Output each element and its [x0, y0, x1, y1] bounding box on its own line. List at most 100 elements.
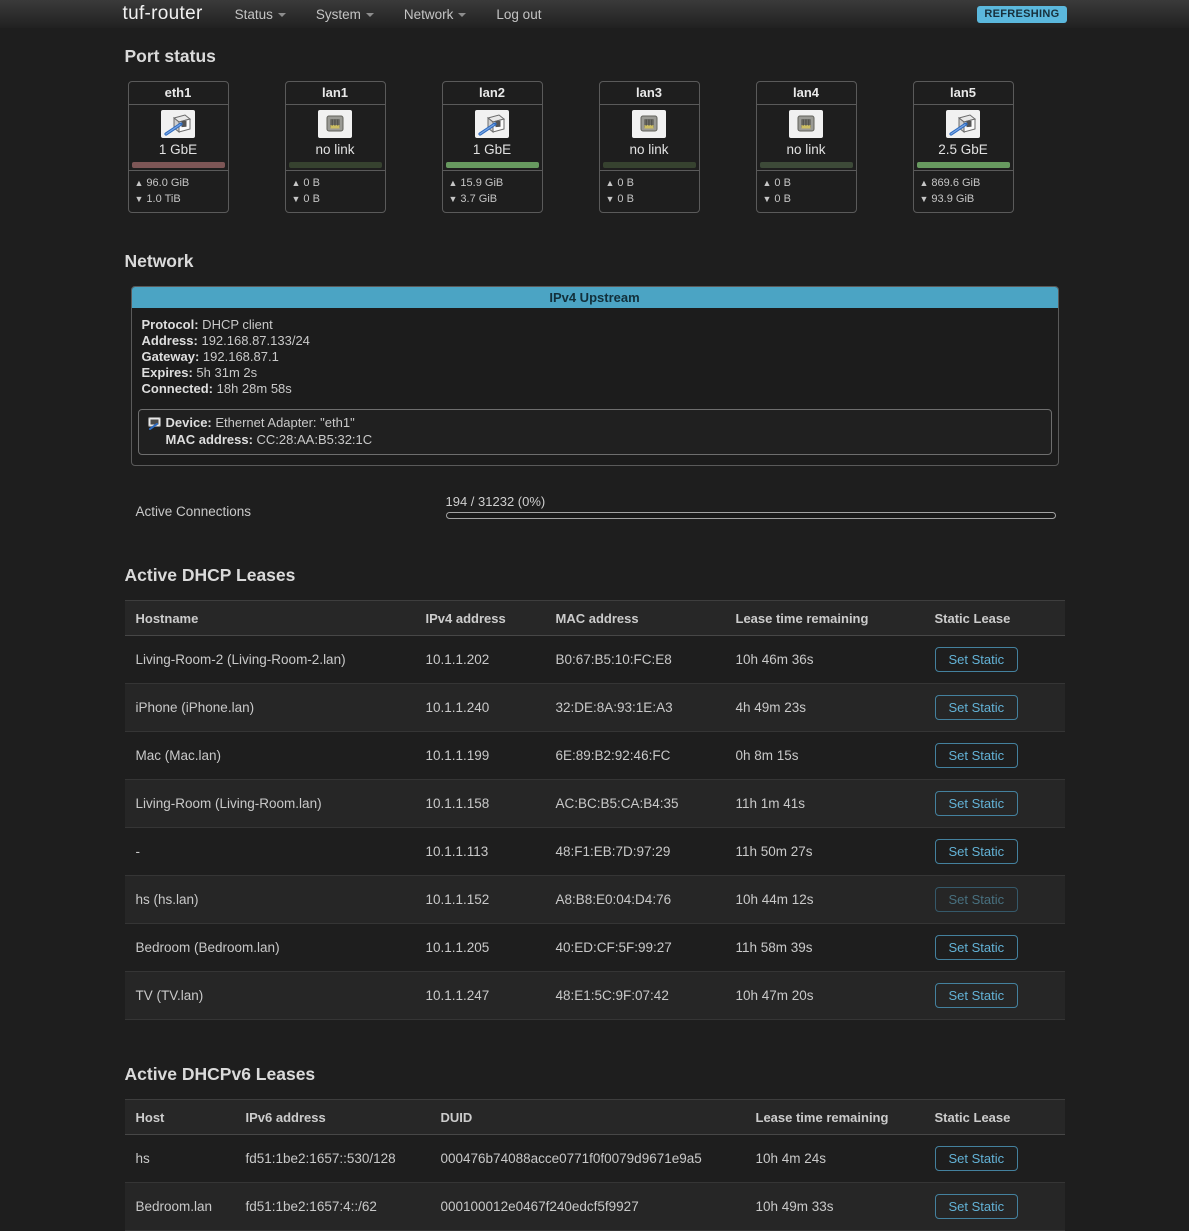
port-speed: 1 GbE	[158, 142, 198, 157]
table-row: TV (TV.lan) 10.1.1.247 48:E1:5C:9F:07:42…	[124, 972, 1065, 1020]
download-icon: ▼	[919, 194, 929, 204]
mac-cell: 48:E1:5C:9F:07:42	[555, 988, 669, 1003]
port-speed: no link	[629, 142, 669, 157]
mac-cell: AC:BC:B5:CA:B4:35	[555, 796, 679, 811]
port-stats: ▲ 0 B ▼ 0 B	[756, 170, 856, 212]
network-heading: Network	[124, 251, 194, 271]
port-speed: 1 GbE	[472, 142, 512, 157]
port-name: lan2	[442, 82, 542, 105]
field-protocol: Protocol: DHCP client	[141, 317, 273, 332]
hostname-cell: -	[135, 844, 141, 859]
port-name: lan4	[756, 82, 856, 105]
ethernet-port-up-icon	[475, 110, 509, 138]
field-address: Address: 192.168.87.133/24	[141, 333, 310, 348]
set-static-button[interactable]: Set Static	[934, 743, 1019, 768]
table-row: hs fd51:1be2:1657::530/128 000476b74088a…	[124, 1135, 1065, 1183]
active-connections-label: Active Connections	[135, 504, 252, 519]
brand-logo[interactable]: tuf-router	[122, 3, 203, 24]
rx-bytes: 93.9 GiB	[931, 193, 975, 205]
field-gateway: Gateway: 192.168.87.1	[141, 349, 279, 364]
tx-bytes: 0 B	[303, 177, 320, 189]
host-cell: Bedroom.lan	[135, 1199, 213, 1214]
chevron-down-icon	[277, 12, 286, 17]
download-icon: ▼	[762, 194, 772, 204]
tx-bytes: 15.9 GiB	[460, 177, 504, 189]
tx-bytes: 869.6 GiB	[931, 177, 981, 189]
nav-logout[interactable]: Log out	[496, 6, 542, 22]
ethernet-port-down-icon	[789, 110, 823, 138]
port-speed: 2.5 GbE	[938, 142, 988, 157]
port-traffic-bar	[759, 162, 853, 168]
ipv4-upstream-title: IPv4 Upstream	[131, 287, 1058, 308]
duid-cell: 000476b74088acce0771f0f0079d9671e9a5	[440, 1151, 702, 1166]
ipv4-cell: 10.1.1.113	[425, 844, 489, 859]
set-static-button[interactable]: Set Static	[934, 983, 1019, 1008]
port-traffic-bar	[131, 162, 225, 168]
dhcp-table-header: Hostname IPv4 address MAC address Lease …	[124, 600, 1065, 636]
mac-cell: 6E:89:B2:92:46:FC	[555, 748, 671, 763]
tx-bytes: 96.0 GiB	[146, 177, 190, 189]
set-static-button[interactable]: Set Static	[934, 791, 1019, 816]
nav-system[interactable]: System	[316, 7, 374, 22]
set-static-button[interactable]: Set Static	[934, 1194, 1019, 1219]
port-traffic-bar	[916, 162, 1010, 168]
set-static-button[interactable]: Set Static	[934, 1146, 1019, 1171]
hostname-cell: Living-Room (Living-Room.lan)	[135, 796, 322, 811]
hostname-cell: Bedroom (Bedroom.lan)	[135, 940, 280, 955]
nav-status[interactable]: Status	[235, 7, 286, 22]
hostname-cell: hs (hs.lan)	[135, 892, 199, 907]
nav-network[interactable]: Network	[404, 7, 467, 22]
set-static-button-disabled: Set Static	[934, 887, 1019, 912]
port-card-eth1: eth1 1 GbE ▲ 96.0 GiB ▼ 1.0 TiB	[127, 81, 229, 213]
set-static-button[interactable]: Set Static	[934, 839, 1019, 864]
port-stats: ▲ 96.0 GiB ▼ 1.0 TiB	[128, 170, 228, 212]
ethernet-port-up-icon	[161, 110, 195, 138]
set-static-button[interactable]: Set Static	[934, 647, 1019, 672]
ethernet-port-down-icon	[632, 110, 666, 138]
mac-cell: B0:67:B5:10:FC:E8	[555, 652, 672, 667]
ipv4-cell: 10.1.1.205	[425, 940, 490, 955]
download-icon: ▼	[605, 194, 615, 204]
active-connections-value: 194 / 31232 (0%)	[445, 494, 546, 509]
field-expires: Expires: 5h 31m 2s	[141, 365, 258, 380]
chevron-down-icon	[458, 12, 467, 17]
active-connections-row: Active Connections 194 / 31232 (0%)	[136, 494, 1065, 519]
port-traffic-bar	[288, 162, 382, 168]
hostname-cell: Mac (Mac.lan)	[135, 748, 222, 763]
ipv4-cell: 10.1.1.152	[425, 892, 490, 907]
lease-cell: 0h 8m 15s	[735, 748, 799, 763]
download-icon: ▼	[448, 194, 458, 204]
lease-cell: 11h 58m 39s	[735, 940, 813, 955]
device-mac: MAC address: CC:28:AA:B5:32:1C	[165, 431, 373, 447]
device-info-box: Device: Ethernet Adapter: "eth1" MAC add…	[137, 409, 1052, 455]
download-icon: ▼	[291, 194, 301, 204]
port-card-lan1: lan1 no link ▲ 0 B ▼ 0 B	[284, 81, 386, 213]
lease-cell: 10h 4m 24s	[755, 1151, 827, 1166]
set-static-button[interactable]: Set Static	[934, 695, 1019, 720]
refreshing-badge[interactable]: REFRESHING	[977, 5, 1067, 23]
dhcp-leases-table: Hostname IPv4 address MAC address Lease …	[124, 600, 1065, 1020]
ipv4-cell: 10.1.1.158	[425, 796, 490, 811]
tx-bytes: 0 B	[774, 177, 791, 189]
hostname-cell: Living-Room-2 (Living-Room-2.lan)	[135, 652, 346, 667]
table-row: Living-Room-2 (Living-Room-2.lan) 10.1.1…	[124, 636, 1065, 684]
port-card-lan4: lan4 no link ▲ 0 B ▼ 0 B	[755, 81, 857, 213]
dhcpv6-leases-heading: Active DHCPv6 Leases	[124, 1064, 316, 1084]
ipv4-upstream-panel: IPv4 Upstream Protocol: DHCP client Addr…	[130, 286, 1059, 466]
mac-cell: 32:DE:8A:93:1E:A3	[555, 700, 673, 715]
port-card-lan5: lan5 2.5 GbE ▲ 869.6 GiB ▼ 93.9 GiB	[912, 81, 1014, 213]
mac-cell: A8:B8:E0:04:D4:76	[555, 892, 672, 907]
upstream-fields: Protocol: DHCP client Address: 192.168.8…	[132, 308, 1058, 401]
table-row: iPhone (iPhone.lan) 10.1.1.240 32:DE:8A:…	[124, 684, 1065, 732]
duid-cell: 000100012e0467f240edcf5f9927	[440, 1199, 639, 1214]
download-icon: ▼	[134, 194, 144, 204]
rx-bytes: 0 B	[303, 193, 320, 205]
set-static-button[interactable]: Set Static	[934, 935, 1019, 960]
ipv4-cell: 10.1.1.240	[425, 700, 490, 715]
upload-icon: ▲	[291, 178, 301, 188]
dhcpv6-table-header: Host IPv6 address DUID Lease time remain…	[124, 1099, 1065, 1135]
lease-cell: 10h 44m 12s	[735, 892, 814, 907]
hostname-cell: iPhone (iPhone.lan)	[135, 700, 255, 715]
lease-cell: 10h 49m 33s	[755, 1199, 834, 1214]
active-connections-progressbar	[445, 512, 1056, 519]
